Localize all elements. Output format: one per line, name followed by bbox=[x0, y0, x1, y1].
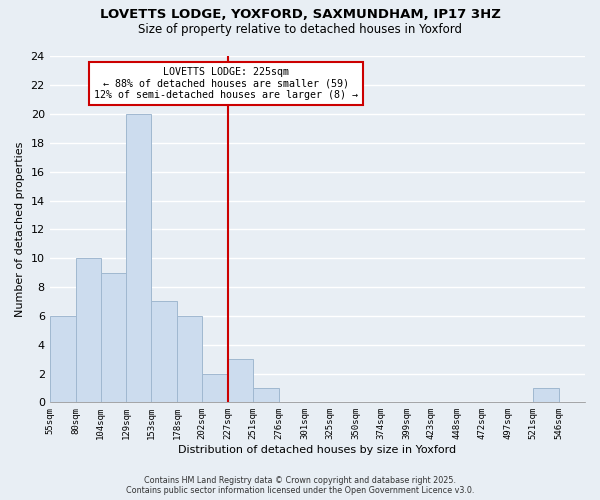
Bar bbox=[50, 316, 76, 402]
Bar bbox=[228, 359, 253, 403]
Bar bbox=[533, 388, 559, 402]
Bar bbox=[253, 388, 279, 402]
Bar bbox=[202, 374, 228, 402]
Bar bbox=[101, 272, 127, 402]
Text: LOVETTS LODGE: 225sqm
← 88% of detached houses are smaller (59)
12% of semi-deta: LOVETTS LODGE: 225sqm ← 88% of detached … bbox=[94, 67, 358, 100]
X-axis label: Distribution of detached houses by size in Yoxford: Distribution of detached houses by size … bbox=[178, 445, 457, 455]
Bar bbox=[151, 302, 177, 402]
Y-axis label: Number of detached properties: Number of detached properties bbox=[15, 142, 25, 317]
Text: LOVETTS LODGE, YOXFORD, SAXMUNDHAM, IP17 3HZ: LOVETTS LODGE, YOXFORD, SAXMUNDHAM, IP17… bbox=[100, 8, 500, 20]
Bar bbox=[177, 316, 202, 402]
Text: Size of property relative to detached houses in Yoxford: Size of property relative to detached ho… bbox=[138, 22, 462, 36]
Bar bbox=[127, 114, 151, 403]
Bar bbox=[76, 258, 101, 402]
Text: Contains HM Land Registry data © Crown copyright and database right 2025.
Contai: Contains HM Land Registry data © Crown c… bbox=[126, 476, 474, 495]
